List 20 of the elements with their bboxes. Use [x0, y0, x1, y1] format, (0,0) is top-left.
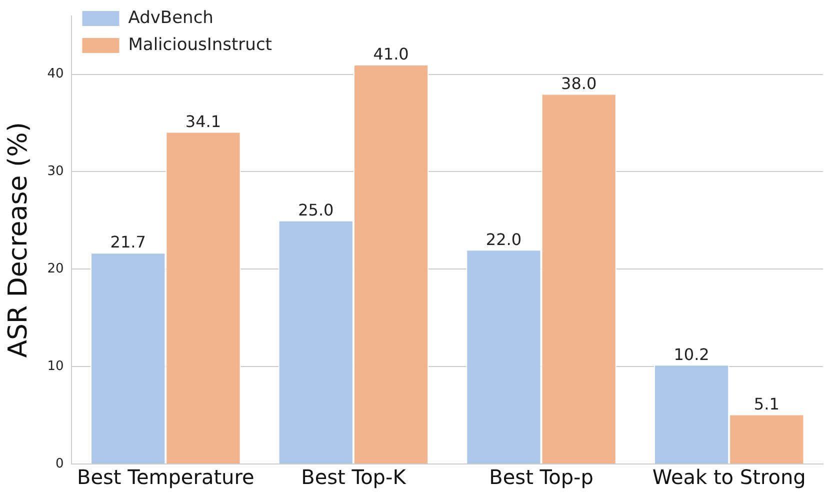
- y-tick-label: 20: [47, 262, 64, 277]
- legend-label: MaliciousInstruct: [128, 34, 272, 55]
- y-axis-title: ASR Decrease (%): [3, 122, 34, 358]
- legend-label: AdvBench: [128, 8, 214, 28]
- data-label: 21.7: [110, 232, 146, 252]
- x-tick-label: Weak to Strong: [652, 465, 806, 490]
- data-label: 38.0: [561, 74, 597, 93]
- y-tick-label: 40: [47, 66, 64, 82]
- x-tick-label: Best Temperature: [76, 465, 254, 490]
- x-tick-label: Best Top-p: [489, 465, 594, 490]
- x-tick-label: Best Top-K: [301, 465, 407, 490]
- data-label: 22.0: [486, 230, 522, 249]
- data-label: 41.0: [373, 44, 409, 64]
- data-label: 25.0: [298, 200, 334, 220]
- y-tick-label: 30: [47, 164, 64, 180]
- y-tick-label: 10: [47, 358, 64, 374]
- data-label: 34.1: [185, 112, 222, 131]
- data-label: 5.1: [754, 394, 780, 414]
- data-label: 10.2: [674, 344, 710, 364]
- y-tick-label: 0: [55, 456, 64, 472]
